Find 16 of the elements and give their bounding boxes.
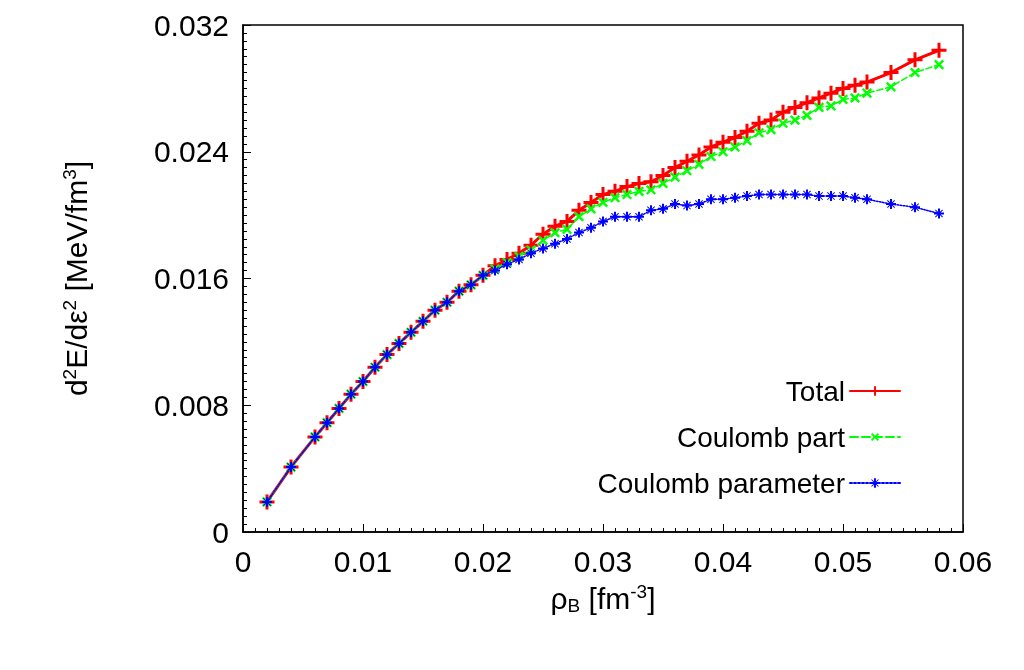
x-tick-label: 0.06: [933, 544, 993, 578]
x-tick-label: 0.02: [453, 544, 513, 578]
y-tick-label: 0.024: [153, 135, 229, 169]
x-tick-label: 0.03: [573, 544, 633, 578]
y-tick-label: 0.032: [153, 8, 229, 42]
x-tick-label: 0.05: [813, 544, 873, 578]
x-tick-label: 0.04: [693, 544, 753, 578]
legend-label: Coulomb part: [676, 421, 846, 453]
x-tick-label: 0: [234, 544, 252, 578]
x-tick-label: 0.01: [333, 544, 393, 578]
legend-label: Coulomb parameter: [597, 467, 845, 499]
y-axis-title: d2E/dε2 [MeV/fm3]: [59, 160, 93, 397]
legend-label: Total: [785, 375, 845, 407]
y-tick-label: 0.008: [153, 388, 229, 422]
y-tick-label: 0: [212, 515, 229, 549]
y-tick-label: 0.016: [153, 262, 229, 295]
